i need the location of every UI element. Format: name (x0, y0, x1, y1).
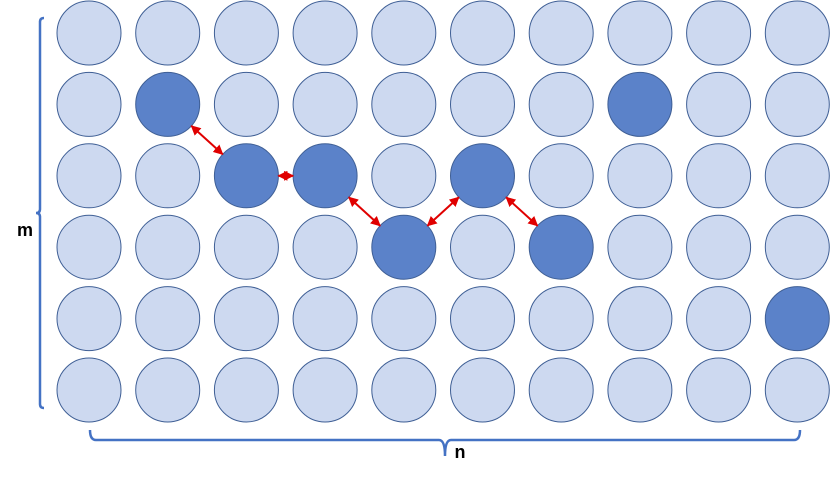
active-cell (607, 71, 673, 137)
cell (764, 0, 830, 66)
cell (292, 0, 358, 66)
cell (764, 214, 830, 280)
cell (371, 286, 437, 352)
cell (528, 71, 594, 137)
cell (371, 71, 437, 137)
cell (213, 286, 279, 352)
cell (607, 286, 673, 352)
cell (607, 357, 673, 423)
arrows (190, 125, 539, 227)
active-cell (764, 286, 830, 352)
cell (213, 71, 279, 137)
cell (213, 357, 279, 423)
cell (686, 286, 752, 352)
cell (56, 71, 122, 137)
cell (686, 0, 752, 66)
cell (292, 214, 358, 280)
active-cell (450, 143, 515, 209)
cell (528, 357, 594, 423)
cell (56, 0, 122, 66)
cell (135, 357, 201, 423)
active-cell (371, 214, 437, 280)
cell (450, 214, 515, 280)
cell (764, 143, 830, 209)
cell (764, 71, 830, 137)
cell (450, 357, 515, 423)
cell (607, 214, 673, 280)
cell (371, 0, 437, 66)
cell (450, 0, 515, 66)
cell (56, 143, 122, 209)
cell (686, 71, 752, 137)
cell (56, 286, 122, 352)
cell (607, 0, 673, 66)
path-arrow (426, 196, 460, 227)
cell (686, 357, 752, 423)
cell (371, 357, 437, 423)
cell (528, 143, 594, 209)
cell (213, 214, 279, 280)
cell (292, 357, 358, 423)
cell (528, 286, 594, 352)
path-arrow (348, 196, 381, 227)
cell (450, 286, 515, 352)
m-brace (35, 16, 45, 410)
cell (371, 143, 437, 209)
active-cell (528, 214, 594, 280)
cell (135, 286, 201, 352)
cell (292, 286, 358, 352)
cell (135, 143, 201, 209)
active-cell (135, 71, 201, 137)
cells (56, 0, 830, 423)
cell (450, 71, 515, 137)
cell (764, 357, 830, 423)
cell (213, 0, 279, 66)
cell (528, 0, 594, 66)
active-cell (213, 143, 279, 209)
cell (135, 0, 201, 66)
path-arrow (190, 125, 224, 156)
cell (686, 214, 752, 280)
m-label: m (17, 220, 33, 240)
path-arrow (505, 196, 539, 227)
cell (607, 143, 673, 209)
cell (135, 214, 201, 280)
n-label: n (455, 442, 466, 462)
cell (292, 71, 358, 137)
cell (686, 143, 752, 209)
n-brace (88, 429, 802, 457)
active-cell (292, 143, 358, 209)
cell (56, 214, 122, 280)
cell (56, 357, 122, 423)
